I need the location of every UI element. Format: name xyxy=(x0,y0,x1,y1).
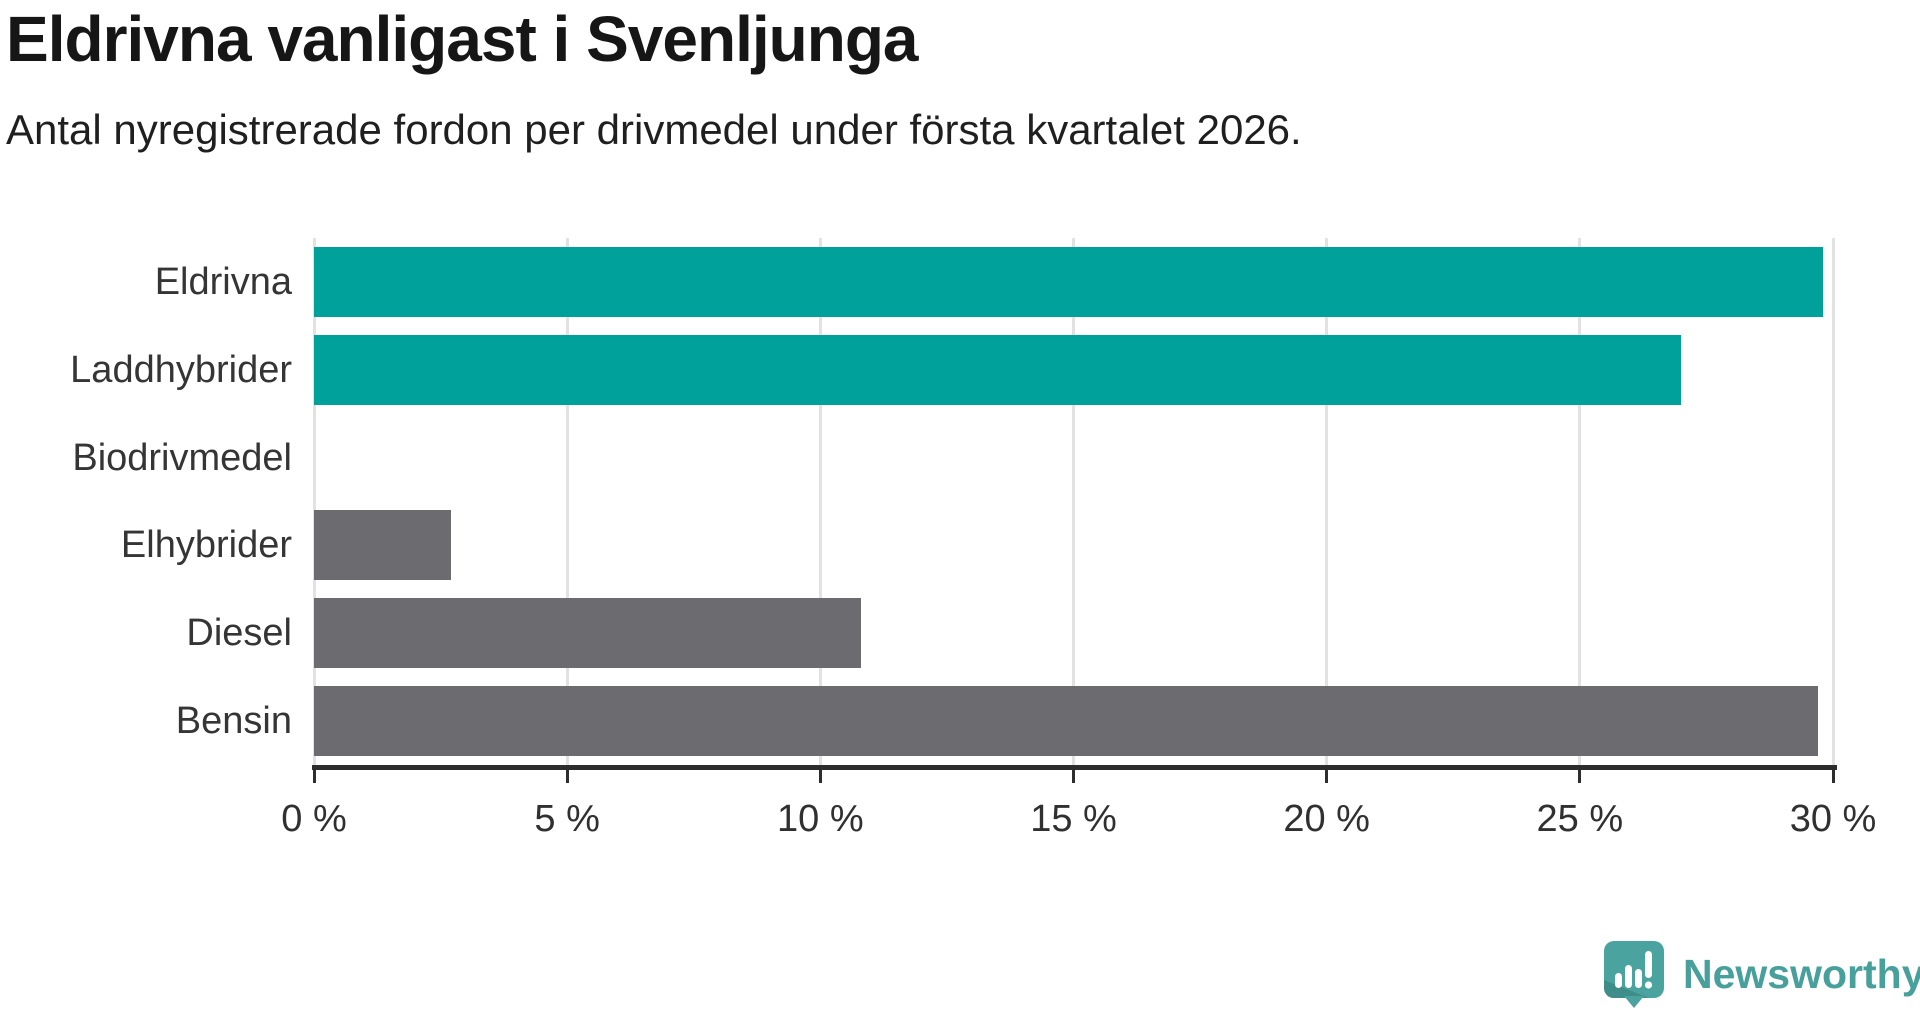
gridline xyxy=(312,238,316,765)
x-axis-tick xyxy=(1831,765,1835,783)
x-tick-label-4: 20 % xyxy=(1283,798,1370,840)
bar-elhybrider xyxy=(314,510,451,581)
gridline xyxy=(1831,238,1835,765)
x-tick-label-2: 10 % xyxy=(777,798,864,840)
x-axis-tick xyxy=(312,765,316,783)
category-label-laddhybrider: Laddhybrider xyxy=(70,348,292,391)
category-label-bensin: Bensin xyxy=(175,700,292,743)
x-tick-label-6: 30 % xyxy=(1789,798,1877,840)
x-tick-label-5: 25 % xyxy=(1536,798,1624,840)
gridline xyxy=(1578,238,1582,765)
bar-bensin xyxy=(314,686,1818,757)
category-label-eldrivna: Eldrivna xyxy=(154,260,292,303)
category-label-diesel: Diesel xyxy=(186,612,292,655)
bar-laddhybrider xyxy=(314,334,1682,405)
x-axis-tick xyxy=(818,765,822,783)
bar-eldrivna xyxy=(314,246,1823,317)
gridline xyxy=(1325,238,1329,765)
x-tick-label-3: 15 % xyxy=(1030,798,1117,840)
x-tick-label-1: 5 % xyxy=(534,798,600,840)
category-label-biodrivmedel: Biodrivmedel xyxy=(72,436,292,479)
x-axis-tick xyxy=(1325,765,1329,783)
x-axis-tick xyxy=(1578,765,1582,783)
newsworthy-bubble-chart-icon xyxy=(1604,941,1664,1008)
newsworthy-logo-text: Newsworthy xyxy=(1683,951,1920,997)
x-axis-tick xyxy=(565,765,569,783)
x-axis-tick xyxy=(1072,765,1075,783)
chart-subtitle: Antal nyregistrerade fordon per drivmede… xyxy=(6,106,1302,153)
gridline xyxy=(818,238,822,765)
category-label-elhybrider: Elhybrider xyxy=(120,524,292,567)
gridline xyxy=(565,238,569,765)
bar-diesel xyxy=(314,598,861,669)
chart-title: Eldrivna vanligast i Svenljunga xyxy=(6,3,918,75)
gridline xyxy=(1072,238,1075,765)
newsworthy-logo[interactable]: Newsworthy xyxy=(1603,940,1920,1008)
x-tick-label-0: 0 % xyxy=(281,798,347,840)
